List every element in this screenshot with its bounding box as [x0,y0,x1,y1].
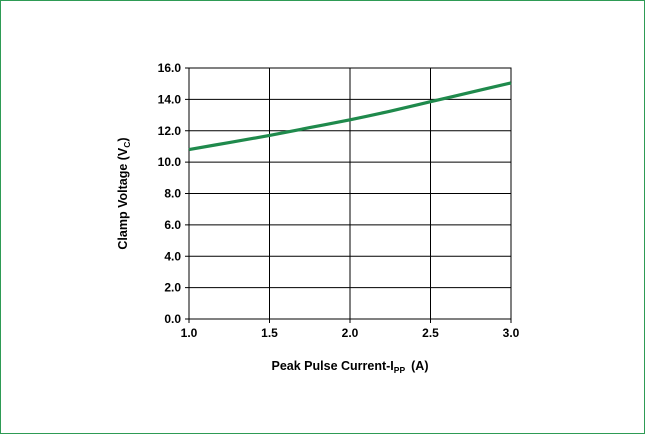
y-tick-label: 2.0 [164,281,181,295]
y-tick-label: 0.0 [164,312,181,326]
x-tick-label: 1.5 [261,326,278,340]
series-layer [188,81,512,152]
y-axis-title-main: Clamp Voltage (V [116,147,130,250]
x-axis-ticks: 1.0 1.5 2.0 2.5 3.0 [181,319,520,340]
x-tick-label: 1.0 [181,326,198,340]
y-tick-label: 12.0 [158,124,182,138]
y-tick-label: 14.0 [158,92,182,106]
y-tick-label: 8.0 [164,187,181,201]
x-axis-title: Peak Pulse Current-IPP (A) [272,359,429,375]
y-tick-label: 6.0 [164,218,181,232]
series-line [188,81,512,152]
grid [189,68,511,319]
y-tick-label: 16.0 [158,61,182,75]
y-axis-title-close: ) [116,137,130,141]
x-tick-label: 2.0 [342,326,359,340]
x-axis-title-main: Peak Pulse Current-I [272,359,394,373]
y-tick-label: 4.0 [164,249,181,263]
y-axis-ticks: 0.0 2.0 4.0 6.0 8.0 10.0 12.0 14.0 16.0 [158,61,189,326]
x-axis-title-sub: PP [394,365,406,375]
y-axis-title-sub: C [122,142,132,148]
x-tick-label: 3.0 [503,326,520,340]
x-axis-title-unit: (A) [411,359,428,373]
y-axis-title: Clamp Voltage (VC) [116,137,132,249]
x-tick-label: 2.5 [422,326,439,340]
y-tick-label: 10.0 [158,155,182,169]
